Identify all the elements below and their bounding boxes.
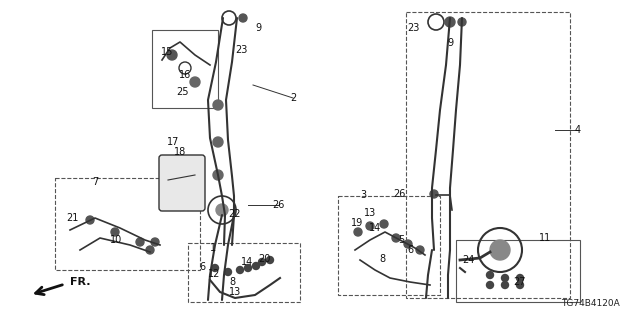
Circle shape [211,265,218,271]
Circle shape [216,204,228,216]
Text: 9: 9 [255,23,261,33]
Circle shape [253,262,259,269]
Text: 16: 16 [179,70,191,80]
Text: 9: 9 [447,38,453,48]
Text: 17: 17 [167,137,179,147]
Bar [188,243,300,302]
Bar [152,30,218,108]
Circle shape [502,282,509,289]
Bar [456,240,580,302]
Bar [55,178,200,270]
Text: 14: 14 [241,257,253,267]
Text: FR.: FR. [70,277,90,287]
Text: 19: 19 [351,218,363,228]
Text: 6: 6 [407,245,413,255]
Text: 12: 12 [208,269,220,279]
Text: 7: 7 [92,177,98,187]
Circle shape [490,240,510,260]
Text: 8: 8 [379,254,385,264]
Text: 2: 2 [290,93,296,103]
Circle shape [244,265,252,271]
Circle shape [213,100,223,110]
Circle shape [111,228,119,236]
Text: 22: 22 [228,209,240,219]
Text: 25: 25 [176,87,188,97]
Text: 11: 11 [539,233,551,243]
Circle shape [354,228,362,236]
Circle shape [86,216,94,224]
Text: 13: 13 [229,287,241,297]
Circle shape [486,282,493,289]
Text: 5: 5 [398,235,404,245]
Circle shape [167,50,177,60]
Bar [338,196,440,295]
Text: 13: 13 [364,208,376,218]
Circle shape [366,222,374,230]
Text: 4: 4 [575,125,581,135]
Circle shape [404,240,412,248]
Text: 23: 23 [407,23,419,33]
Circle shape [259,259,266,266]
Text: 14: 14 [369,223,381,233]
Circle shape [213,137,223,147]
Circle shape [392,234,400,242]
Text: 8: 8 [229,277,235,287]
Text: 1: 1 [210,243,216,253]
Circle shape [237,267,243,274]
Circle shape [190,77,200,87]
Circle shape [151,238,159,246]
Bar [406,12,570,298]
Text: 20: 20 [258,254,270,264]
Circle shape [502,275,509,282]
Text: 15: 15 [161,47,173,57]
Circle shape [146,246,154,254]
Text: 27: 27 [514,277,526,287]
Text: 21: 21 [66,213,78,223]
FancyBboxPatch shape [159,155,205,211]
Circle shape [516,275,524,282]
Circle shape [380,220,388,228]
Text: 23: 23 [235,45,247,55]
Circle shape [445,17,455,27]
Circle shape [136,238,144,246]
Text: 18: 18 [174,147,186,157]
Circle shape [416,246,424,254]
Circle shape [486,271,493,278]
Circle shape [430,190,438,198]
Text: 6: 6 [199,262,205,272]
Text: 10: 10 [110,235,122,245]
Circle shape [239,14,247,22]
Text: 26: 26 [393,189,405,199]
Circle shape [225,268,232,276]
Text: 26: 26 [272,200,284,210]
Text: 3: 3 [360,190,366,200]
Text: 24: 24 [462,255,474,265]
Circle shape [516,282,524,289]
Circle shape [266,257,273,263]
Text: TG74B4120A: TG74B4120A [561,299,620,308]
Circle shape [458,18,466,26]
Circle shape [213,170,223,180]
